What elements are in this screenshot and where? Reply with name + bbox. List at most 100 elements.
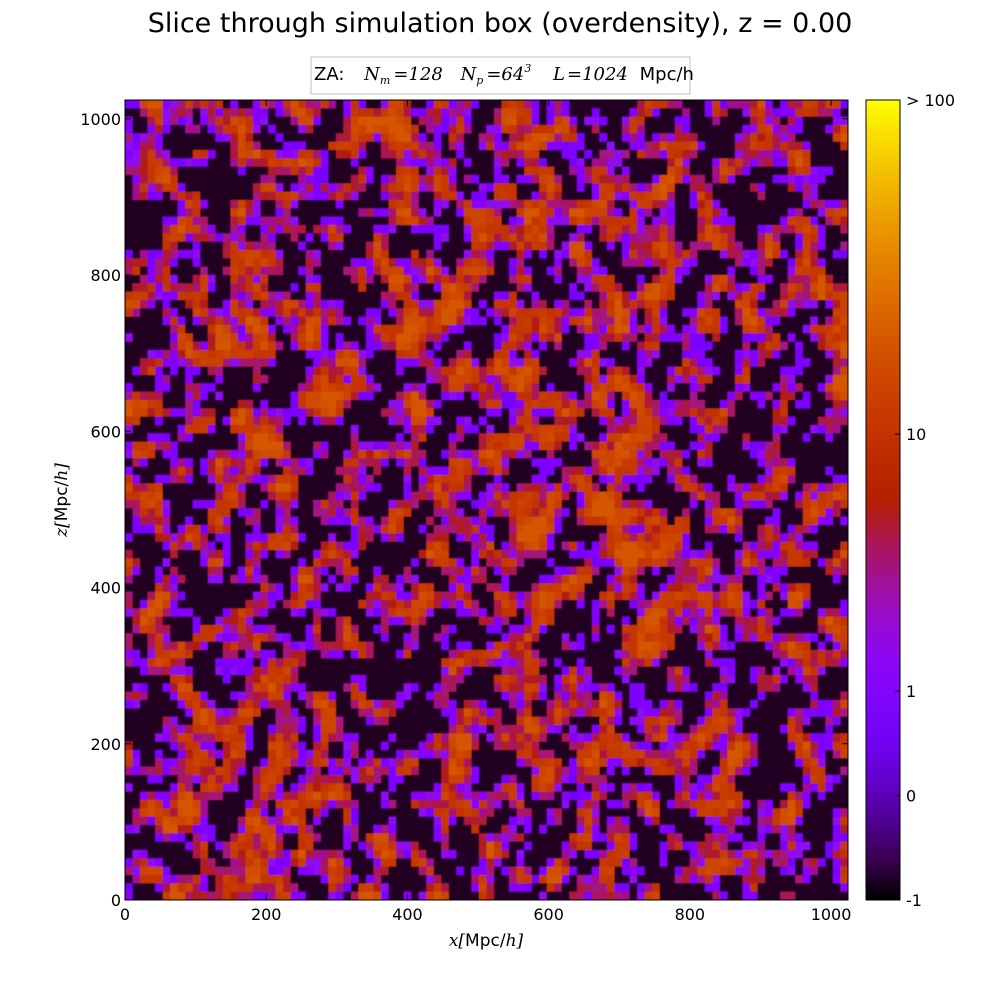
- heatmap-cell: [637, 166, 646, 176]
- heatmap-cell: [478, 325, 488, 334]
- heatmap-cell: [313, 291, 322, 301]
- heatmap-cell: [509, 200, 518, 209]
- heatmap-cell: [546, 433, 555, 443]
- heatmap-cell: [140, 366, 149, 376]
- heatmap-cell: [305, 375, 314, 384]
- heatmap-cell: [584, 191, 593, 201]
- heatmap-cell: [162, 508, 171, 518]
- heatmap-cell: [531, 208, 540, 218]
- heatmap-cell: [599, 158, 608, 168]
- heatmap-cell: [787, 275, 796, 284]
- heatmap-cell: [396, 133, 405, 143]
- heatmap-cell: [569, 341, 578, 351]
- heatmap-cell: [471, 291, 480, 301]
- heatmap-cell: [667, 483, 676, 493]
- heatmap-cell: [652, 325, 661, 334]
- heatmap-cell: [591, 425, 601, 434]
- heatmap-cell: [494, 358, 503, 368]
- heatmap-cell: [614, 141, 623, 151]
- heatmap-cell: [396, 216, 405, 226]
- heatmap-cell: [742, 366, 751, 376]
- heatmap-cell: [290, 383, 299, 393]
- heatmap-cell: [652, 191, 661, 201]
- heatmap-cell: [840, 325, 848, 334]
- heatmap-cell: [750, 283, 759, 293]
- heatmap-cell: [682, 308, 691, 318]
- heatmap-cell: [260, 291, 269, 301]
- heatmap-cell: [810, 383, 819, 393]
- heatmap-cell: [298, 491, 307, 501]
- heatmap-cell: [456, 483, 465, 493]
- heatmap-cell: [637, 458, 646, 468]
- heatmap-cell: [320, 200, 329, 209]
- heatmap-cell: [607, 525, 616, 534]
- heatmap-cell: [539, 483, 548, 493]
- heatmap-cell: [441, 216, 450, 226]
- heatmap-cell: [704, 233, 714, 243]
- heatmap-cell: [366, 175, 375, 184]
- heatmap-cell: [622, 466, 631, 476]
- heatmap-cell: [471, 383, 480, 393]
- heatmap-cell: [305, 491, 314, 501]
- heatmap-cell: [335, 158, 345, 168]
- heatmap-cell: [170, 433, 179, 443]
- heatmap-cell: [441, 100, 450, 109]
- heatmap-cell: [667, 416, 676, 426]
- heatmap-cell: [742, 250, 751, 259]
- heatmap-cell: [343, 383, 352, 393]
- heatmap-cell: [787, 508, 796, 518]
- heatmap-cell: [509, 491, 518, 501]
- heatmap-cell: [652, 500, 661, 509]
- heatmap-cell: [817, 291, 827, 301]
- heatmap-cell: [313, 175, 322, 184]
- heatmap-cell: [426, 158, 435, 168]
- heatmap-cell: [727, 300, 736, 309]
- heatmap-cell: [825, 466, 834, 476]
- heatmap-cell: [358, 475, 367, 484]
- heatmap-cell: [622, 475, 631, 484]
- heatmap-cell: [614, 441, 623, 451]
- heatmap-cell: [486, 300, 495, 309]
- heatmap-cell: [207, 358, 216, 368]
- heatmap-cell: [366, 333, 375, 343]
- heatmap-cell: [576, 100, 586, 109]
- heatmap-cell: [727, 108, 736, 118]
- heatmap-cell: [388, 525, 397, 534]
- heatmap-cell: [396, 150, 405, 159]
- heatmap-cell: [132, 125, 141, 134]
- heatmap-cell: [599, 508, 608, 518]
- heatmap-cell: [704, 441, 714, 451]
- heatmap-cell: [328, 458, 337, 468]
- heatmap-cell: [275, 216, 284, 226]
- heatmap-cell: [222, 400, 232, 409]
- heatmap-cell: [817, 200, 827, 209]
- heatmap-cell: [373, 258, 382, 268]
- heatmap-cell: [320, 433, 329, 443]
- heatmap-cell: [471, 525, 480, 534]
- heatmap-cell: [825, 241, 834, 251]
- heatmap-cell: [268, 333, 277, 343]
- heatmap-cell: [682, 408, 691, 418]
- heatmap-cell: [546, 416, 555, 426]
- heatmap-cell: [802, 191, 811, 201]
- heatmap-cell: [418, 241, 427, 251]
- heatmap-cell: [185, 350, 194, 359]
- heatmap-cell: [614, 166, 623, 176]
- heatmap-cell: [832, 258, 842, 268]
- heatmap-cell: [388, 375, 397, 384]
- heatmap-cell: [719, 183, 729, 193]
- heatmap-cell: [456, 416, 465, 426]
- heatmap-cell: [772, 183, 781, 193]
- heatmap-cell: [727, 200, 736, 209]
- heatmap-cell: [727, 191, 736, 201]
- heatmap-cell: [750, 400, 759, 409]
- heatmap-cell: [403, 475, 412, 484]
- heatmap-cell: [350, 258, 360, 268]
- heatmap-cell: [622, 400, 631, 409]
- heatmap-cell: [674, 383, 683, 393]
- heatmap-cell: [622, 250, 631, 259]
- heatmap-cell: [411, 325, 420, 334]
- annotation-np-sub: p: [476, 74, 483, 87]
- heatmap-cell: [313, 466, 322, 476]
- heatmap-cell: [795, 450, 804, 459]
